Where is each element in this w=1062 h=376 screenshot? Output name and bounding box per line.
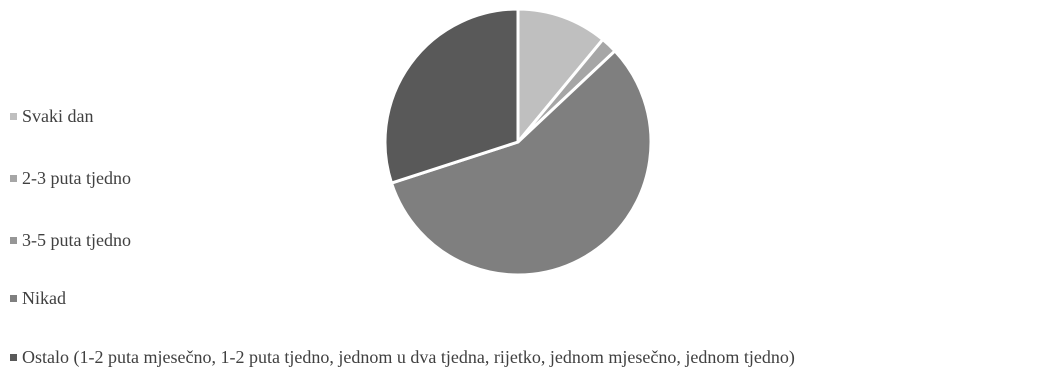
legend-item-3-5-puta-tjedno: 3-5 puta tjedno bbox=[10, 229, 131, 251]
legend-swatch-3-5-puta-tjedno bbox=[10, 236, 17, 244]
legend-item-nikad: Nikad bbox=[10, 287, 66, 309]
legend-label-ostalo: Ostalo (1-2 puta mjesečno, 1-2 puta tjed… bbox=[22, 347, 795, 367]
pie-slices bbox=[383, 7, 653, 277]
legend-item-ostalo: Ostalo (1-2 puta mjesečno, 1-2 puta tjed… bbox=[10, 346, 795, 368]
pie-slice-nikad bbox=[390, 49, 653, 277]
pie-slice-svaki bbox=[516, 7, 605, 144]
legend-item-2-3-puta-tjedno: 2-3 puta tjedno bbox=[10, 167, 131, 189]
legend-label-nikad: Nikad bbox=[22, 288, 66, 308]
pie-slice-ostalo bbox=[383, 7, 520, 185]
legend-swatch-svaki-dan bbox=[10, 112, 17, 120]
legend-label-2-3-puta-tjedno: 2-3 puta tjedno bbox=[22, 168, 131, 188]
legend-label-3-5-puta-tjedno: 3-5 puta tjedno bbox=[22, 230, 131, 250]
legend-swatch-nikad bbox=[10, 294, 17, 302]
legend-swatch-ostalo bbox=[10, 353, 17, 361]
legend-label-svaki-dan: Svaki dan bbox=[22, 106, 94, 126]
legend-swatch-2-3-puta-tjedno bbox=[10, 174, 17, 182]
legend-item-svaki-dan: Svaki dan bbox=[10, 105, 94, 127]
